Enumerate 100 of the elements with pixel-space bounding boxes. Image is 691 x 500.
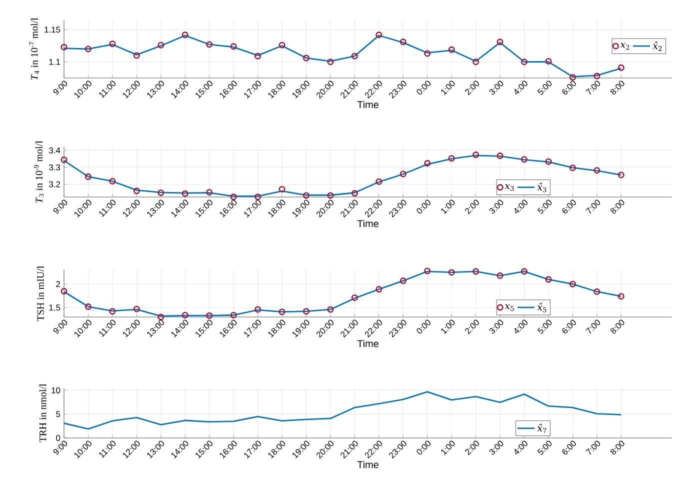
y-tick-label: 3.3: [49, 164, 60, 170]
point: [424, 160, 431, 167]
point: [109, 308, 116, 315]
x-tick-label: 7:00: [586, 320, 600, 334]
x-axis-title: Time: [357, 100, 378, 108]
x-tick-label: 7:00: [586, 200, 600, 214]
legend-label: x̂$_{3}$: [537, 182, 546, 192]
point: [448, 269, 455, 276]
point: [594, 288, 600, 295]
point: [496, 272, 504, 279]
point: [60, 44, 68, 50]
point: [569, 280, 576, 288]
point: [302, 192, 310, 199]
point: [84, 46, 92, 52]
point: [618, 64, 624, 71]
x-tick-label: 4:00: [514, 200, 528, 214]
x-tick-label: 0:00: [416, 200, 430, 214]
point: [400, 278, 406, 284]
point: [424, 50, 431, 57]
legend-label: x̂$_{5}$: [537, 302, 546, 312]
point: [278, 308, 286, 316]
point: [254, 52, 262, 60]
point: [109, 40, 116, 48]
point: [278, 186, 286, 192]
point: [206, 312, 213, 319]
point: [133, 188, 140, 194]
point: [545, 276, 552, 283]
point: [327, 306, 334, 313]
point: [448, 46, 455, 53]
point: [400, 170, 406, 178]
point: [158, 314, 164, 320]
point: [376, 32, 382, 38]
point: [594, 72, 600, 80]
point: [424, 268, 431, 274]
point: [351, 294, 358, 301]
point: [472, 58, 480, 66]
point: [254, 306, 262, 313]
point: [109, 178, 116, 184]
x-axis-title: Time: [357, 220, 378, 228]
x-axis-title: Time: [357, 460, 378, 468]
legend-label: x$_{2}$: [620, 42, 630, 50]
legend-label: x$_{5}$: [504, 304, 514, 311]
y-tick-label: 1.1: [49, 58, 60, 65]
point: [520, 268, 528, 275]
point: [327, 58, 334, 66]
legend-label: x$_{3}$: [504, 184, 514, 191]
y-tick-label: 3.2: [49, 181, 60, 188]
point: [230, 43, 237, 50]
point: [182, 190, 188, 197]
point: [206, 189, 213, 196]
point: [496, 38, 504, 46]
point: [545, 158, 552, 165]
legend-label: x̂$_{7}$: [537, 424, 546, 434]
point: [60, 156, 68, 163]
point: [84, 303, 92, 310]
x-tick-label: 7:00: [586, 440, 600, 454]
point: [351, 190, 358, 197]
y-tick-label: 1.15: [44, 26, 60, 33]
x-tick-label: 4:00: [514, 440, 528, 454]
point: [594, 167, 600, 174]
x-tick-label: 6:00: [562, 440, 576, 454]
point: [472, 152, 480, 158]
y-axis-title: TSH in mIU/l: [36, 266, 44, 321]
y-tick-label: 3.4: [49, 147, 60, 154]
y-tick-label: 0: [56, 435, 60, 441]
y-tick-label: 5: [56, 411, 60, 418]
x-tick-label: 0:00: [416, 320, 430, 334]
point: [133, 306, 140, 312]
point: [545, 58, 552, 64]
point: [133, 52, 140, 59]
point: [520, 58, 528, 66]
point: [448, 155, 455, 162]
point: [618, 293, 624, 300]
point: [569, 74, 576, 81]
point: [302, 54, 310, 62]
x-tick-label: 6:00: [562, 200, 576, 214]
y-axis-title: T$_{3}$ in 10$^{-9}$ mol/l: [34, 140, 44, 203]
point: [60, 288, 68, 294]
point: [182, 312, 188, 318]
point: [376, 178, 382, 185]
y-tick-label: 10: [52, 387, 60, 394]
line-series: [64, 391, 622, 430]
x-tick-label: 4:00: [514, 80, 528, 94]
x-tick-label: 6:00: [562, 80, 576, 94]
x-tick-label: 7:00: [586, 80, 600, 94]
point: [400, 38, 406, 46]
point: [84, 173, 92, 180]
point: [351, 52, 358, 60]
point: [520, 156, 528, 163]
x-tick-label: 0:00: [416, 80, 430, 94]
y-tick-label: 1.5: [49, 304, 60, 311]
x-tick-label: 6:00: [562, 320, 576, 334]
y-axis-title: TRH in nmol/l: [39, 384, 46, 442]
legend-label: x̂$_{2}$: [652, 42, 662, 51]
x-axis-title: Time: [357, 340, 378, 348]
x-tick-label: 4:00: [514, 320, 528, 334]
y-axis-title: T$_{4}$ in 10$^{-7}$ mol/l: [29, 18, 40, 80]
point: [569, 164, 576, 172]
point: [182, 32, 188, 38]
point: [327, 192, 334, 199]
